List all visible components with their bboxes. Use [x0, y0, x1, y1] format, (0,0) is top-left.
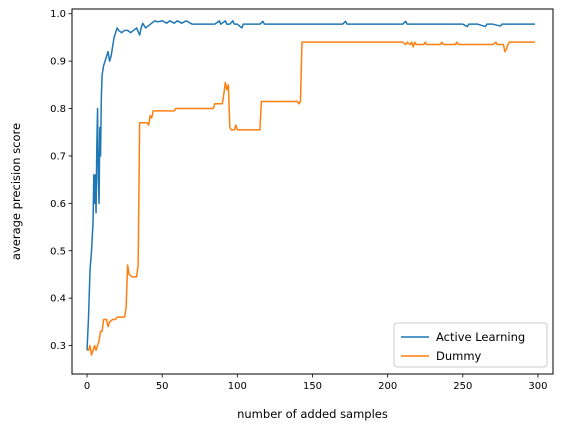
x-tick-label: 100: [228, 381, 247, 392]
x-tick-label: 0: [84, 381, 90, 392]
series-layer: [86, 20, 535, 356]
y-tick-label: 0.3: [50, 341, 66, 352]
y-tick-label: 0.7: [50, 151, 66, 162]
legend-box: [393, 322, 548, 368]
x-tick-label: 300: [528, 381, 547, 392]
y-tick-label: 0.5: [50, 246, 66, 257]
plot-frame: [71, 8, 554, 375]
y-tick-label: 0.4: [50, 294, 66, 305]
y-tick-label: 1.0: [50, 9, 66, 20]
y-axis-title: average precision score: [9, 123, 23, 260]
y-tick-label: 0.9: [50, 57, 66, 68]
ticks-layer: 0 50 100 150 200 250 300 0.3 0.4 0.5 0.6 0.7 0.8 0.9 1…: [50, 9, 547, 392]
legend-label-dummy: Dummy: [436, 349, 482, 363]
x-axis-title: number of added samples: [237, 407, 388, 421]
y-tick-label: 0.8: [50, 104, 66, 115]
legend-label-active-learning: Active Learning: [436, 330, 525, 344]
series-line-dummy: [87, 41, 535, 356]
x-tick-label: 150: [303, 381, 322, 392]
x-tick-label: 50: [156, 381, 169, 392]
y-tick-label: 0.6: [50, 199, 66, 210]
x-tick-label: 200: [378, 381, 397, 392]
x-tick-label: 250: [453, 381, 472, 392]
series-line-active-learning: [86, 20, 535, 351]
legend: Active Learning Dummy: [393, 322, 548, 368]
